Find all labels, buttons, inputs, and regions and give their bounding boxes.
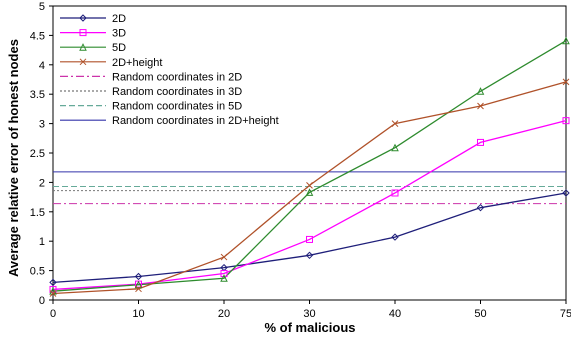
series-line-2d-height (52, 81, 567, 295)
legend-label: Random coordinates in 5D (112, 101, 242, 113)
legend-label: 5D (112, 42, 126, 54)
point-3d (477, 138, 484, 146)
legend-label: 2D+height (112, 57, 162, 69)
point-2d-height (306, 181, 313, 189)
y-tick-label: 1 (39, 236, 45, 248)
legend-marker (79, 29, 87, 37)
y-tick-label: 4 (39, 60, 45, 72)
legend-item-2d: 2D (60, 13, 126, 25)
point-5d (562, 36, 570, 45)
x-axis-label: % of malicious (264, 320, 355, 335)
point-2d-height (220, 253, 228, 261)
legend-label: 2D (112, 13, 126, 25)
point-2d (562, 189, 570, 197)
y-axis-ticks: 0 0.5 1 1.5 2 2.5 3 3.5 4 4.5 5 (30, 1, 53, 307)
series-markers (49, 36, 570, 297)
legend-item-random-coordinates-in-3d: Random coordinates in 3D (60, 86, 242, 98)
y-tick-label: 1.5 (30, 207, 45, 219)
point-5d (134, 280, 143, 289)
x-tick-label: 75 (560, 308, 571, 320)
point-3d (306, 235, 313, 243)
legend-marker (79, 14, 87, 22)
x-tick-label: 0 (50, 308, 56, 320)
y-tick-label: 0.5 (30, 266, 45, 278)
point-2d-height (477, 102, 484, 110)
point-5d (476, 87, 485, 95)
point-5d (391, 143, 399, 152)
series-line-5d (52, 40, 567, 292)
x-tick-label: 10 (132, 308, 144, 320)
y-tick-label: 0 (39, 295, 45, 307)
x-tick-label: 30 (303, 308, 315, 320)
point-2d (134, 272, 143, 281)
y-tick-label: 3.5 (30, 89, 45, 101)
point-2d (476, 203, 485, 212)
point-2d (305, 251, 314, 260)
y-axis-label: Average relative error of honest nodes (6, 39, 21, 277)
y-tick-label: 2 (39, 177, 45, 189)
point-3d (391, 189, 399, 197)
legend-marker (79, 58, 87, 66)
x-tick-label: 40 (389, 308, 401, 320)
point-2d-height (391, 120, 399, 127)
point-5d (220, 274, 228, 282)
point-5d (305, 188, 314, 196)
x-axis-ticks: 0 10 20 30 40 50 75 (50, 300, 571, 320)
y-tick-label: 4.5 (30, 30, 45, 42)
legend-label: Random coordinates in 2D (112, 71, 242, 83)
legend-item-random-coordinates-in-2d-height: Random coordinates in 2D+height (60, 115, 279, 127)
legend: 2D 3D 5D 2D+height Random coordinates in 2D R… (60, 13, 279, 127)
legend-item-random-coordinates-in-2d: Random coordinates in 2D (60, 71, 242, 83)
legend-label: 3D (112, 28, 126, 40)
point-3d (220, 270, 228, 278)
constant-series-lines (53, 171, 566, 205)
legend-item-2d-height: 2D+height (60, 57, 162, 69)
point-2d-height (135, 285, 142, 293)
legend-item-random-coordinates-in-5d: Random coordinates in 5D (60, 101, 242, 113)
series-line-2d (52, 192, 567, 284)
legend-item-5d: 5D (60, 42, 126, 54)
y-tick-label: 3 (39, 119, 45, 131)
point-2d (391, 233, 399, 241)
legend-label: Random coordinates in 3D (112, 86, 242, 98)
series-line-3d (52, 120, 567, 291)
point-2d-height (49, 290, 57, 297)
legend-marker (79, 43, 87, 51)
point-3d (49, 285, 57, 293)
legend-item-3d: 3D (60, 28, 126, 40)
y-tick-label: 5 (39, 1, 45, 13)
point-2d (49, 278, 57, 287)
point-3d (562, 117, 570, 125)
x-tick-label: 20 (218, 308, 230, 320)
legend-label: Random coordinates in 2D+height (112, 115, 279, 127)
y-tick-label: 2.5 (30, 148, 45, 160)
point-2d-height (562, 78, 570, 86)
x-tick-label: 50 (474, 308, 486, 320)
